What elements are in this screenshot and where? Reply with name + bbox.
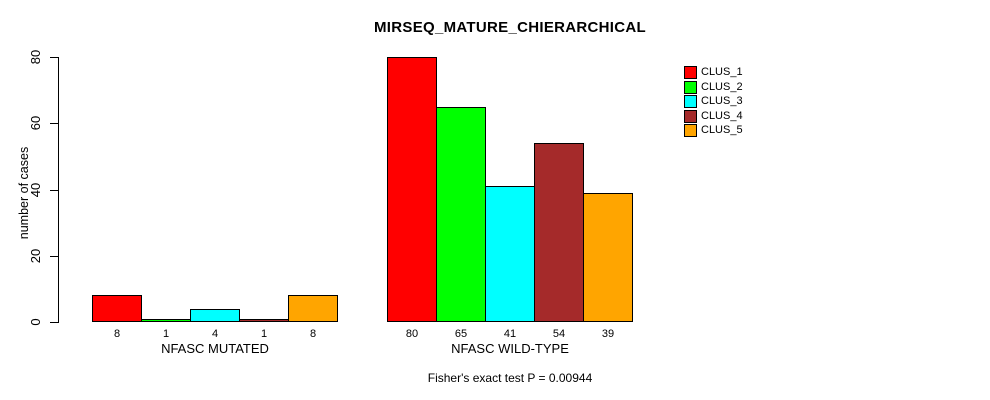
bar-value-label: 54 [552, 328, 566, 340]
legend-label: CLUS_2 [701, 80, 743, 93]
bar-value-label: 80 [405, 328, 419, 340]
y-tick-mark [50, 190, 58, 191]
chart-title: MIRSEQ_MATURE_CHIERARCHICAL [374, 19, 646, 36]
x-group-label: NFASC WILD-TYPE [451, 341, 569, 356]
legend: CLUS_1 CLUS_2 CLUS_3 CLUS_4 CLUS_5 [684, 66, 743, 139]
bar-clus_4-wildtype [534, 143, 584, 322]
legend-swatch [684, 80, 697, 94]
bar-value-label: 1 [162, 328, 170, 340]
bar-clus_2-mutated [141, 319, 191, 322]
y-tick-mark [50, 322, 58, 323]
bar-clus_3-wildtype [485, 186, 535, 322]
legend-label: CLUS_4 [701, 109, 743, 122]
legend-swatch [684, 124, 697, 137]
bar-clus_3-mutated [190, 309, 240, 322]
bar-value-label: 1 [260, 328, 268, 340]
bar-clus_5-mutated [288, 295, 338, 322]
legend-swatch [684, 66, 697, 79]
bar-clus_2-wildtype [436, 107, 486, 322]
bar-value-label: 65 [454, 328, 468, 340]
bar-value-label: 8 [309, 328, 317, 340]
legend-label: CLUS_3 [701, 95, 743, 107]
legend-label: CLUS_5 [701, 124, 743, 136]
bar-value-label: 39 [601, 328, 615, 340]
legend-item-clus_1: CLUS_1 [684, 66, 743, 79]
bar-value-label: 41 [503, 328, 517, 340]
y-tick-label: 0 [28, 318, 43, 326]
bar-clus_4-mutated [239, 319, 289, 322]
y-tick-label: 40 [28, 182, 43, 198]
legend-item-clus_4: CLUS_4 [684, 109, 743, 123]
y-tick-label: 60 [28, 115, 43, 131]
legend-label: CLUS_1 [701, 66, 743, 78]
y-tick-mark [50, 57, 58, 58]
bar-clus_1-mutated [92, 295, 142, 322]
legend-item-clus_5: CLUS_5 [684, 124, 743, 137]
y-tick-label: 20 [28, 248, 43, 264]
legend-swatch [684, 109, 697, 123]
bar-value-label: 4 [211, 328, 219, 340]
y-axis-line [58, 57, 59, 323]
y-tick-label: 80 [28, 49, 43, 65]
bar-clus_1-wildtype [387, 57, 437, 322]
legend-swatch [684, 95, 697, 108]
x-group-label: NFASC MUTATED [161, 341, 269, 356]
y-tick-mark [50, 123, 58, 124]
bar-clus_5-wildtype [583, 193, 633, 322]
bar-value-label: 8 [113, 328, 121, 340]
y-tick-mark [50, 256, 58, 257]
legend-item-clus_2: CLUS_2 [684, 80, 743, 94]
chart-footer-annotation: Fisher's exact test P = 0.00944 [427, 371, 593, 385]
legend-item-clus_3: CLUS_3 [684, 95, 743, 108]
